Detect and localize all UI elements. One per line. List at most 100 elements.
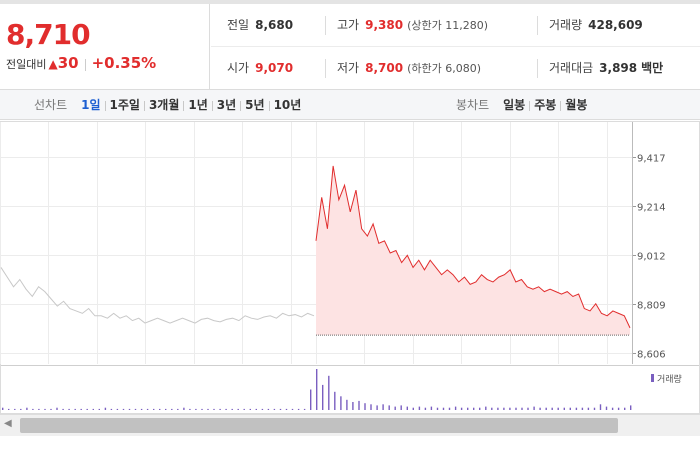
prev-close-label: 전일 xyxy=(227,18,250,32)
scroll-left-icon[interactable]: ◀ xyxy=(4,418,12,429)
volume-bar xyxy=(322,384,324,410)
volume-bar xyxy=(110,408,113,410)
volume-bar xyxy=(8,408,10,410)
volume-bar xyxy=(237,408,239,410)
current-price-box: 8,710 전일대비 ▲30 +0.35% xyxy=(0,4,210,90)
volume-bar xyxy=(153,408,155,410)
volume-bar xyxy=(454,406,457,410)
volume-bar xyxy=(140,408,143,410)
volume-bar xyxy=(491,407,493,410)
volume-bar xyxy=(183,407,185,410)
volume-bar xyxy=(545,407,547,410)
volume-bar xyxy=(406,406,408,410)
period-1d[interactable]: 1일 xyxy=(81,98,101,112)
prev-close-cell: 전일 8,680 xyxy=(227,4,293,47)
volume-bar xyxy=(80,408,82,410)
divider xyxy=(325,59,326,78)
volume-bar xyxy=(448,407,451,410)
volume-bar xyxy=(497,407,499,410)
volume-bar xyxy=(460,407,463,410)
volume-bar xyxy=(442,407,445,410)
today-price-line xyxy=(315,165,631,329)
volume-bar xyxy=(575,407,578,410)
volume-bar xyxy=(358,400,360,410)
volume-bar xyxy=(382,404,384,410)
volume-bar xyxy=(291,408,294,410)
volume-bar xyxy=(412,407,414,410)
top-border xyxy=(0,0,700,4)
volume-bar xyxy=(388,405,390,410)
volume-bar xyxy=(334,391,336,410)
volume-bar xyxy=(74,408,76,410)
volume-bar xyxy=(394,406,396,410)
candle-monthly[interactable]: 월봉 xyxy=(565,98,588,112)
volume-bar xyxy=(273,408,276,410)
volume-bar xyxy=(86,408,88,410)
chart-scrollbar[interactable]: ◀ xyxy=(0,414,700,436)
candle-weekly[interactable]: 주봉 xyxy=(534,98,557,112)
y-tick-label: 9,214 xyxy=(637,203,666,214)
divider xyxy=(325,16,326,35)
volume-bar xyxy=(424,407,427,410)
legend-swatch xyxy=(651,374,654,382)
volume-cell: 거래량 428,609 xyxy=(549,4,643,47)
volume-bar xyxy=(346,399,348,411)
y-tick-label: 8,606 xyxy=(637,350,666,361)
period-1w[interactable]: 1주일 xyxy=(109,98,140,112)
line-chart-periods: 선차트 1일 1주일 3개월 1년 3년 5년 10년 xyxy=(34,90,305,120)
amount-unit: 백만 xyxy=(641,61,664,75)
volume-bar xyxy=(62,408,64,410)
open-value: 9,070 xyxy=(255,61,294,75)
upper-limit: (상한가 11,280) xyxy=(407,19,488,32)
volume-bar xyxy=(104,407,107,410)
volume-bar xyxy=(485,406,487,410)
volume-bar xyxy=(98,408,100,410)
stats-row-1: 전일 8,680 고가 9,380 (상한가 11,280) 거래량 428,609 xyxy=(211,4,700,47)
price-chart[interactable]: 9,417 9,214 9,012 8,809 8,606 거래량 xyxy=(0,121,700,414)
divider xyxy=(240,100,242,111)
period-3y[interactable]: 3년 xyxy=(216,98,237,112)
volume-bar xyxy=(50,408,52,410)
y-tick-label: 9,012 xyxy=(637,252,666,263)
volume-bar xyxy=(430,406,433,410)
volume-bar xyxy=(195,408,197,410)
candle-daily[interactable]: 일봉 xyxy=(503,98,526,112)
period-10y[interactable]: 10년 xyxy=(273,98,302,112)
volume-bar xyxy=(32,408,34,410)
volume-bar xyxy=(38,408,40,410)
period-3m[interactable]: 3개월 xyxy=(148,98,180,112)
volume-bar xyxy=(159,408,161,410)
y-tick-label: 8,809 xyxy=(637,301,666,312)
volume-bar xyxy=(285,408,288,410)
prev-close-value: 8,680 xyxy=(255,18,294,32)
volume-bar xyxy=(436,407,439,410)
chart-toolbar: 선차트 1일 1주일 3개월 1년 3년 5년 10년 봉차트 일봉 주봉 월봉 xyxy=(0,90,700,120)
volume-bar xyxy=(593,407,596,410)
divider xyxy=(529,100,531,111)
price-summary: 8,710 전일대비 ▲30 +0.35% 전일 8,680 고가 9,380 (상한가 … xyxy=(0,4,700,90)
volume-bar xyxy=(557,407,559,410)
volume-bar xyxy=(249,408,251,410)
amount-cell: 거래대금 3,898 백만 xyxy=(549,47,663,90)
volume-bar xyxy=(563,407,565,410)
volume-bar xyxy=(219,408,221,410)
open-cell: 시가 9,070 xyxy=(227,47,293,90)
period-1y[interactable]: 1년 xyxy=(188,98,208,112)
scrollbar-thumb[interactable] xyxy=(20,418,618,433)
volume-bar xyxy=(605,406,608,410)
volume-bar xyxy=(310,389,312,410)
volume-bar xyxy=(261,408,264,410)
volume-bar xyxy=(569,407,571,410)
volume-bar xyxy=(509,407,511,410)
volume-bar xyxy=(630,405,632,410)
volume-value: 428,609 xyxy=(588,18,643,32)
volume-bar xyxy=(146,408,149,410)
divider xyxy=(143,100,145,111)
volume-bar xyxy=(128,408,131,410)
period-5y[interactable]: 5년 xyxy=(245,98,265,112)
line-chart-label: 선차트 xyxy=(34,98,68,112)
stats-table: 전일 8,680 고가 9,380 (상한가 11,280) 거래량 428,609 시… xyxy=(211,4,700,90)
high-label: 고가 xyxy=(337,18,360,32)
low-cell: 저가 8,700 (하한가 6,080) xyxy=(337,47,481,90)
low-label: 저가 xyxy=(337,61,360,75)
